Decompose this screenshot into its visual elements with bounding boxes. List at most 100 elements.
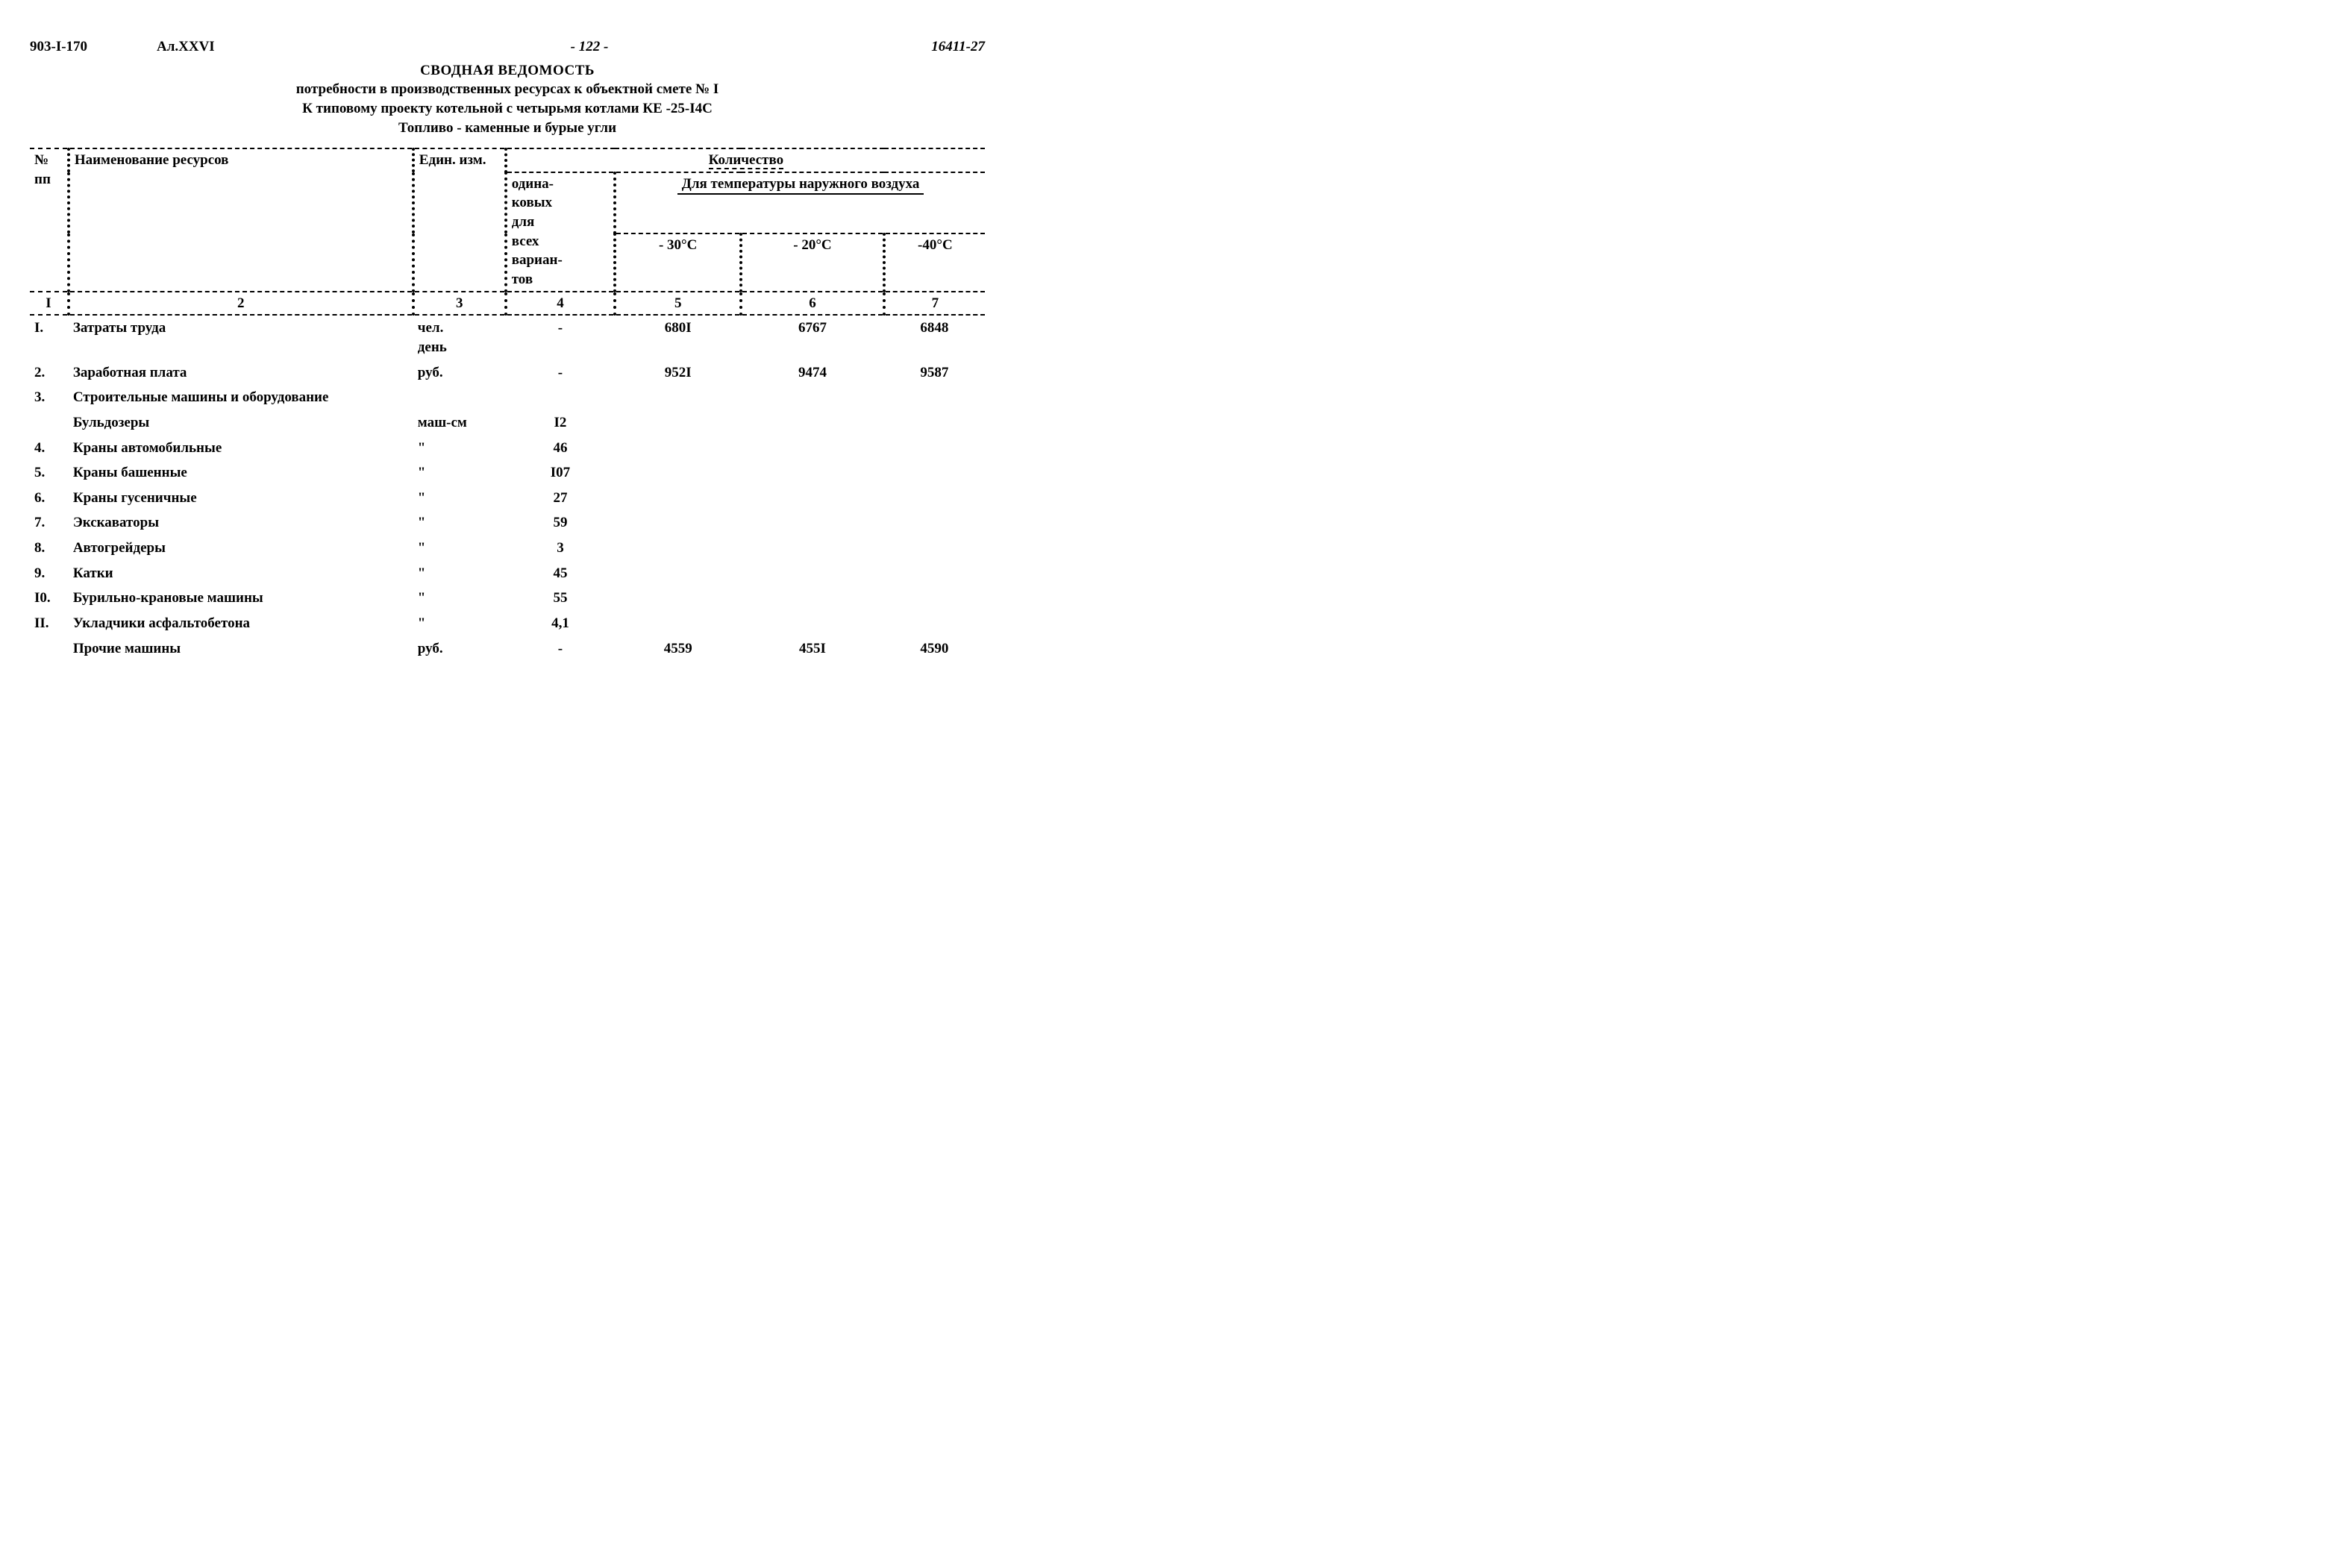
table-cell: руб.: [413, 360, 506, 386]
table-row: I0.Бурильно-крановые машины"55: [30, 586, 985, 611]
table-cell: [741, 385, 884, 410]
album-code: Ал.XXVI: [157, 37, 321, 57]
table-cell: [884, 561, 985, 586]
table-cell: ": [413, 586, 506, 611]
title-main: СВОДНАЯ ВЕДОМОСТЬ: [30, 61, 985, 81]
table-body: I.Затраты трудачел. день-680I676768482.З…: [30, 315, 985, 661]
th-unit: Един. изм.: [413, 148, 506, 291]
table-cell: 7.: [30, 510, 69, 536]
table-cell: -: [506, 360, 615, 386]
table-cell: Заработная плата: [69, 360, 413, 386]
table-cell: [741, 611, 884, 636]
table-cell: [30, 410, 69, 436]
table-cell: [884, 611, 985, 636]
table-cell: [615, 436, 741, 461]
table-cell: [30, 636, 69, 662]
table-cell: Катки: [69, 561, 413, 586]
th-all: одина- ковых для всех вариан- тов: [506, 172, 615, 292]
table-cell: [506, 385, 615, 410]
table-cell: 680I: [615, 315, 741, 360]
colnum-7: 7: [884, 292, 985, 316]
table-cell: 59: [506, 510, 615, 536]
table-cell: 9587: [884, 360, 985, 386]
table-cell: [884, 436, 985, 461]
table-cell: Бурильно-крановые машины: [69, 586, 413, 611]
table-cell: [615, 561, 741, 586]
table-cell: 4559: [615, 636, 741, 662]
doc-code: 903-I-170: [30, 37, 157, 57]
table-cell: [741, 586, 884, 611]
page: 903-I-170 Ал.XXVI - 122 - 16411-27 СВОДН…: [0, 0, 1015, 698]
table-cell: [884, 486, 985, 511]
table-cell: [884, 410, 985, 436]
table-row: 8.Автогрейдеры"3: [30, 536, 985, 561]
table-row: Бульдозерымаш-смI2: [30, 410, 985, 436]
table-cell: [615, 586, 741, 611]
table-cell: [615, 611, 741, 636]
table-row: I.Затраты трудачел. день-680I67676848: [30, 315, 985, 360]
th-qty: Количество: [506, 148, 985, 172]
table-cell: [615, 460, 741, 486]
table-cell: 8.: [30, 536, 69, 561]
table-cell: 3: [506, 536, 615, 561]
table-cell: [615, 510, 741, 536]
table-cell: [615, 410, 741, 436]
table-cell: [884, 385, 985, 410]
table-cell: [741, 486, 884, 511]
th-t40: -40°С: [884, 233, 985, 291]
table-cell: -: [506, 315, 615, 360]
table-cell: 5.: [30, 460, 69, 486]
colnum-5: 5: [615, 292, 741, 316]
table-cell: [741, 410, 884, 436]
table-cell: Автогрейдеры: [69, 536, 413, 561]
table-cell: 3.: [30, 385, 69, 410]
table-cell: ": [413, 561, 506, 586]
table-row: II.Укладчики асфальтобетона"4,1: [30, 611, 985, 636]
table-cell: Укладчики асфальтобетона: [69, 611, 413, 636]
table-cell: 4590: [884, 636, 985, 662]
table-cell: ": [413, 510, 506, 536]
table-cell: 9474: [741, 360, 884, 386]
table-cell: 4.: [30, 436, 69, 461]
table-cell: [741, 510, 884, 536]
colnum-6: 6: [741, 292, 884, 316]
table-row: 5.Краны башенные"I07: [30, 460, 985, 486]
table-cell: [884, 586, 985, 611]
doc-number: 16411-27: [858, 37, 985, 57]
title-block: СВОДНАЯ ВЕДОМОСТЬ потребности в производ…: [30, 61, 985, 138]
colnum-2: 2: [69, 292, 413, 316]
table-cell: 4,1: [506, 611, 615, 636]
table-cell: I.: [30, 315, 69, 360]
table-cell: [615, 486, 741, 511]
table-cell: [413, 385, 506, 410]
title-line-1: потребности в производственных ресурсах …: [30, 80, 985, 99]
th-t20: - 20°С: [741, 233, 884, 291]
table-cell: I2: [506, 410, 615, 436]
table-cell: ": [413, 486, 506, 511]
table-cell: Прочие машины: [69, 636, 413, 662]
table-row: 9.Катки"45: [30, 561, 985, 586]
table-cell: 9.: [30, 561, 69, 586]
table-cell: руб.: [413, 636, 506, 662]
th-temp-label: Для температуры наружного воздуха: [677, 175, 924, 195]
title-line-3: Топливо - каменные и бурые угли: [30, 119, 985, 138]
table-cell: маш-см: [413, 410, 506, 436]
header-line: 903-I-170 Ал.XXVI - 122 - 16411-27: [30, 37, 985, 57]
table-cell: 6.: [30, 486, 69, 511]
table-cell: ": [413, 536, 506, 561]
table-cell: [741, 436, 884, 461]
table-cell: -: [506, 636, 615, 662]
table-cell: [884, 536, 985, 561]
table-row: Прочие машиныруб.-4559455I4590: [30, 636, 985, 662]
table-cell: [884, 510, 985, 536]
colnum-1: I: [30, 292, 69, 316]
table-row: 4.Краны автомобильные"46: [30, 436, 985, 461]
table-cell: 2.: [30, 360, 69, 386]
table-row: 7.Экскаваторы"59: [30, 510, 985, 536]
table-cell: 6767: [741, 315, 884, 360]
table-cell: I0.: [30, 586, 69, 611]
page-number: - 122 -: [321, 37, 858, 57]
table-cell: 46: [506, 436, 615, 461]
table-cell: 952I: [615, 360, 741, 386]
table-row: 6.Краны гусеничные"27: [30, 486, 985, 511]
